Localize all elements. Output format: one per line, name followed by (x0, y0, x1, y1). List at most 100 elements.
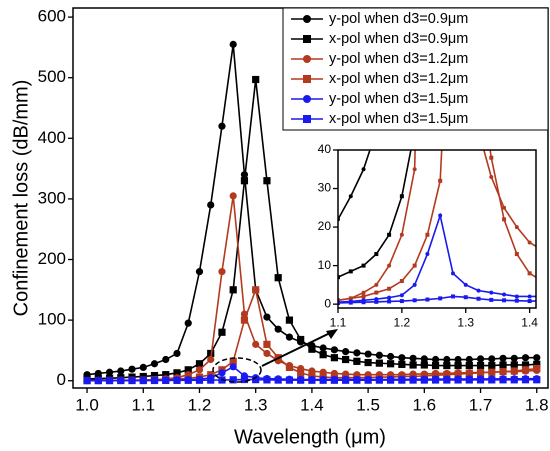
legend-label: y-pol when d3=0.9μm (329, 11, 468, 27)
legend-label: x-pol when d3=0.9μm (329, 31, 468, 47)
marker (499, 354, 507, 362)
marker (353, 357, 361, 365)
marker (489, 290, 494, 295)
marker (338, 300, 340, 305)
marker (521, 361, 530, 369)
marker (162, 371, 170, 379)
marker (285, 333, 294, 341)
marker (285, 316, 294, 324)
marker (387, 376, 395, 384)
y-tick-label: 300 (38, 188, 66, 207)
marker (533, 360, 541, 368)
y-tick-label: 200 (38, 249, 66, 268)
legend-marker (303, 115, 311, 123)
legend-marker (303, 75, 311, 83)
marker (425, 232, 430, 237)
marker (274, 325, 282, 333)
marker (128, 365, 136, 373)
marker (263, 313, 271, 321)
marker (499, 368, 507, 376)
marker (128, 376, 136, 385)
legend-marker (303, 55, 311, 63)
legend-marker (303, 95, 311, 103)
marker (387, 263, 392, 268)
marker (488, 368, 496, 376)
marker (375, 351, 383, 359)
marker (319, 351, 327, 359)
marker (252, 75, 260, 84)
marker (450, 271, 455, 276)
marker (218, 369, 226, 377)
marker (150, 371, 159, 380)
marker (502, 298, 507, 303)
x-tick-label: 1.8 (525, 396, 549, 415)
marker (375, 376, 383, 384)
marker (139, 376, 147, 385)
marker (285, 363, 294, 371)
marker (229, 286, 237, 294)
marker (443, 376, 451, 384)
marker (348, 194, 353, 199)
marker (338, 275, 340, 280)
marker (514, 294, 519, 299)
y-tick-label: 400 (38, 128, 66, 147)
marker (431, 361, 440, 370)
marker (489, 155, 494, 160)
marker (399, 299, 404, 304)
x-tick-label: 1.1 (330, 315, 347, 329)
marker (207, 201, 215, 209)
marker (431, 371, 440, 379)
marker (409, 376, 417, 384)
marker (454, 355, 462, 364)
marker (374, 282, 379, 287)
marker (229, 192, 237, 200)
zoom-ellipse (212, 357, 262, 383)
marker (218, 268, 226, 276)
marker (330, 376, 338, 384)
marker (514, 252, 519, 257)
marker (150, 360, 159, 368)
marker (420, 355, 428, 363)
y-axis-title: Confinement loss (dB/mm) (10, 80, 32, 317)
marker (195, 360, 204, 368)
marker (240, 177, 249, 185)
marker (521, 376, 530, 384)
y-tick-label: 0 (324, 296, 331, 310)
marker (361, 300, 366, 305)
legend-label: x-pol when d3=1.2μm (329, 71, 468, 87)
legend-label: x-pol when d3=1.5μm (329, 111, 468, 127)
y-tick-label: 40 (318, 142, 332, 156)
marker (387, 360, 395, 368)
marker (425, 297, 430, 302)
marker (514, 298, 519, 303)
marker (338, 298, 340, 303)
marker (502, 205, 507, 210)
x-axis-title: Wavelength (μm) (234, 426, 386, 448)
marker (173, 376, 181, 384)
x-tick-label: 1.6 (413, 396, 437, 415)
marker (502, 292, 507, 297)
marker (162, 376, 170, 385)
marker (117, 376, 125, 385)
x-tick-label: 1.7 (469, 396, 493, 415)
plot-area (338, 150, 536, 305)
marker (330, 346, 338, 354)
marker (465, 376, 473, 384)
marker (420, 361, 428, 369)
inset-background (338, 150, 536, 308)
axes-frame (337, 149, 537, 309)
y-tick-label: 600 (38, 7, 66, 26)
marker (438, 213, 443, 218)
marker (438, 178, 443, 183)
marker (361, 294, 366, 299)
marker (398, 360, 406, 368)
marker (476, 376, 485, 384)
marker (488, 361, 496, 370)
marker (527, 271, 532, 276)
marker (443, 355, 451, 364)
y-tick-label: 30 (318, 181, 332, 195)
marker (387, 286, 392, 291)
marker (94, 377, 102, 385)
marker (195, 268, 204, 276)
marker (263, 376, 271, 384)
